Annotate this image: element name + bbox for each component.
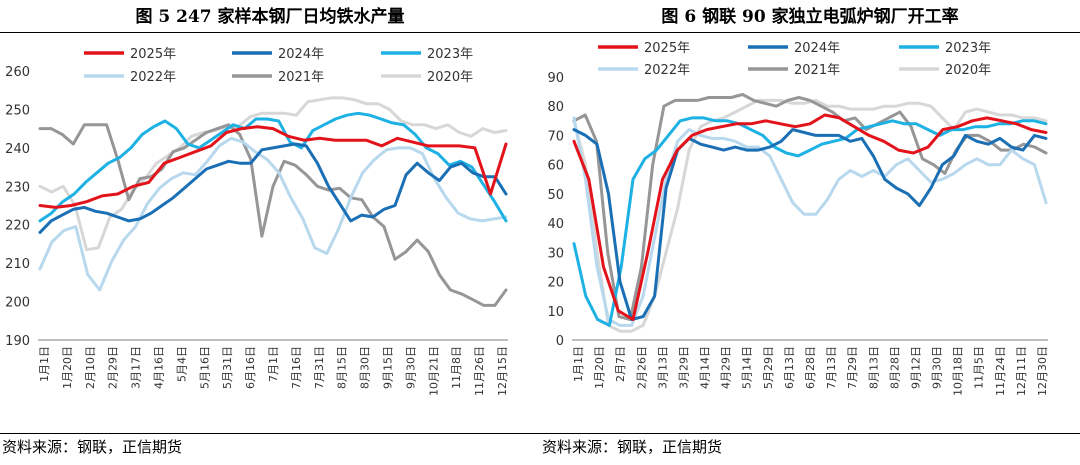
series-line-2023 <box>38 111 508 223</box>
x-tick-label: 2月29日 <box>107 346 120 389</box>
chart-title: 图 5 247 家样本钢厂日均铁水产量 <box>135 7 405 27</box>
x-tick-label: 1月1日 <box>38 346 51 382</box>
x-tick-label: 11月24日 <box>994 346 1007 396</box>
x-tick-label: 4月14日 <box>699 346 712 389</box>
x-tick-label: 5月29日 <box>762 346 775 389</box>
series-line-2020 <box>38 96 508 252</box>
x-tick-label: 2月7日 <box>614 346 627 382</box>
x-tick-label: 7月1日 <box>267 346 280 382</box>
series-line-2022 <box>38 136 508 292</box>
x-tick-label: 12月11日 <box>1015 346 1028 396</box>
y-tick-label: 260 <box>5 65 30 80</box>
x-tick-label: 6月16日 <box>244 346 257 389</box>
x-tick-label: 9月30日 <box>404 346 417 389</box>
x-tick-label: 2月10日 <box>84 346 97 389</box>
x-tick-label: 5月31日 <box>221 346 234 389</box>
y-tick-label: 220 <box>5 219 30 234</box>
chart-panel-iron-output: 图 5 247 家样本钢厂日均铁水产量 190 200 210 220 230 240 25… <box>0 7 540 456</box>
legend-label: 2021年 <box>278 70 324 85</box>
legend-label: 2025年 <box>644 41 690 56</box>
source-divider <box>0 433 540 434</box>
x-tick-label: 7月29日 <box>846 346 859 389</box>
chart-title: 图 6 钢联 90 家独立电弧炉钢厂开工率 <box>661 7 959 27</box>
x-tick-label: 11月8日 <box>450 346 463 389</box>
y-tick-label: 60 <box>547 159 564 174</box>
x-tick-label: 5月4日 <box>175 346 188 382</box>
source-divider <box>540 433 1080 434</box>
legend-label: 2020年 <box>945 63 991 78</box>
legend-label: 2024年 <box>278 47 324 62</box>
legend-label: 2020年 <box>427 70 473 85</box>
x-tick-label: 12月30日 <box>1036 346 1049 396</box>
x-tick-label: 7月16日 <box>290 346 303 389</box>
y-tick-label: 20 <box>547 276 564 291</box>
y-tick-label: 90 <box>547 71 564 86</box>
x-tick-label: 2月26日 <box>635 346 648 389</box>
source-note: 资料来源：钢联，正信期货 <box>542 438 723 456</box>
x-tick-label: 9月15日 <box>382 346 395 389</box>
x-tick-label: 4月29日 <box>720 346 733 389</box>
x-tick-label: 7月31日 <box>313 346 326 389</box>
y-tick-label: 40 <box>547 217 564 232</box>
x-tick-label: 11月26日 <box>473 346 486 396</box>
y-tick-label: 30 <box>547 246 564 261</box>
x-tick-label: 9月12日 <box>909 346 922 389</box>
x-tick-label: 1月20日 <box>593 346 606 389</box>
series-line-2024 <box>572 128 1048 321</box>
y-tick-label: 190 <box>5 334 30 349</box>
legend-label: 2023年 <box>945 41 991 56</box>
x-tick-label: 3月17日 <box>130 346 143 389</box>
y-tick-label: 80 <box>547 100 564 115</box>
y-tick-label: 250 <box>5 103 30 118</box>
y-tick-label: 70 <box>547 129 564 144</box>
x-tick-label: 8月13日 <box>867 346 880 389</box>
x-tick-label: 8月28日 <box>888 346 901 389</box>
legend-label: 2023年 <box>427 47 473 62</box>
y-tick-label: 50 <box>547 188 564 203</box>
y-tick-label: 0 <box>556 334 564 349</box>
line-chart-eaf-utilization: 0 10 20 30 40 50 60 70 80 90 1月1日 1月20日 2月7日 2月26日 3月1… <box>547 41 1049 396</box>
x-tick-label: 3月13日 <box>656 346 669 389</box>
series-line-2024 <box>38 142 508 234</box>
source-note: 资料来源：钢联，正信期货 <box>2 438 183 456</box>
x-tick-label: 8月15日 <box>336 346 349 389</box>
x-tick-label: 5月16日 <box>198 346 211 389</box>
legend-label: 2022年 <box>644 63 690 78</box>
chart-panel-eaf-utilization: 图 6 钢联 90 家独立电弧炉钢厂开工率 0 10 20 30 40 50 60 70 80 9… <box>540 0 1080 465</box>
y-tick-label: 200 <box>5 296 30 311</box>
x-tick-label: 10月21日 <box>427 346 440 396</box>
legend-label: 2024年 <box>794 41 840 56</box>
series-line-2025 <box>38 125 508 209</box>
x-tick-label: 10月18日 <box>952 346 965 396</box>
y-tick-label: 210 <box>5 257 30 272</box>
series-line-2022 <box>572 116 1048 327</box>
legend-label: 2021年 <box>794 63 840 78</box>
x-tick-label: 4月16日 <box>153 346 166 389</box>
title-divider <box>540 32 1080 33</box>
legend-label: 2022年 <box>130 70 176 85</box>
y-tick-label: 10 <box>547 305 564 320</box>
y-tick-label: 230 <box>5 180 30 195</box>
x-tick-label: 8月30日 <box>359 346 372 389</box>
x-tick-label: 6月13日 <box>783 346 796 389</box>
x-tick-label: 7月13日 <box>825 346 838 389</box>
series-line-2025 <box>572 113 1048 321</box>
title-divider <box>0 32 540 33</box>
y-tick-label: 240 <box>5 142 30 157</box>
x-tick-label: 3月29日 <box>677 346 690 389</box>
x-tick-label: 1月20日 <box>61 346 74 389</box>
x-tick-label: 11月5日 <box>973 346 986 389</box>
x-tick-label: 12月15日 <box>496 346 509 396</box>
legend-label: 2025年 <box>130 47 176 62</box>
x-tick-label: 6月28日 <box>804 346 817 389</box>
x-tick-label: 1月1日 <box>572 346 585 382</box>
x-tick-label: 5月14日 <box>741 346 754 389</box>
x-tick-label: 9月30日 <box>931 346 944 389</box>
series-line-2023 <box>572 116 1048 327</box>
line-chart-iron-output: 190 200 210 220 230 240 250 260 1月1日 1月20日 2月10日 2月… <box>5 47 509 396</box>
